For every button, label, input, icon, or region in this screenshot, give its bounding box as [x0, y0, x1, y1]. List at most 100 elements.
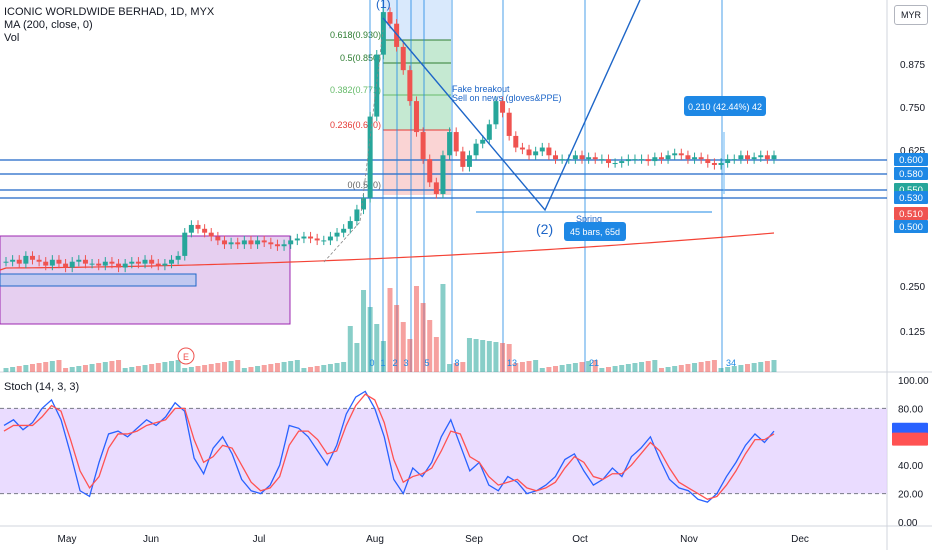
volume-bar [274, 363, 280, 372]
volume-bar [202, 365, 208, 372]
candle-body [215, 236, 221, 241]
candle-body [685, 155, 691, 160]
volume-bar [102, 362, 108, 372]
candle-body [420, 132, 426, 160]
candle-body [274, 244, 280, 247]
stoch-axis-tick: 0.00 [898, 518, 918, 529]
candle-body [49, 259, 55, 266]
candle-body [725, 159, 731, 164]
stoch-band [0, 408, 887, 494]
candle-body [486, 124, 492, 140]
volume-bar [705, 361, 711, 372]
candle-body [155, 263, 161, 266]
volume-bar [241, 368, 247, 372]
volume-bar [294, 360, 300, 372]
volume-bar [56, 360, 62, 372]
volume-bar [764, 361, 770, 372]
volume-bar [16, 366, 22, 372]
candle-body [698, 157, 704, 160]
volume-bar [513, 363, 519, 372]
candle-body [288, 240, 294, 245]
stoch-axis-tick: 20.00 [898, 490, 923, 501]
volume-bar [599, 368, 605, 372]
bars-callout [564, 222, 626, 241]
volume-bar [685, 364, 691, 372]
price-axis-tick: 0.125 [900, 327, 925, 338]
volume-bar [347, 326, 353, 372]
currency-button[interactable]: MYR [894, 5, 928, 25]
volume-bar [162, 362, 168, 372]
time-axis-tick: May [58, 534, 77, 545]
volume-bar [10, 367, 16, 372]
candle-body [579, 155, 585, 160]
candle-body [367, 116, 373, 198]
price-level-tag [894, 167, 928, 180]
candle-body [135, 261, 141, 264]
candle-body [221, 240, 227, 245]
annotation-text: Spring [576, 214, 602, 224]
candle-body [440, 155, 446, 194]
price-level-tag-text: 0.580 [899, 169, 923, 180]
candle-body [36, 259, 42, 262]
candle-body [427, 159, 433, 183]
candle-body [162, 263, 168, 266]
candle-body [513, 135, 519, 148]
candle-body [116, 263, 122, 268]
price-level-tag [894, 220, 928, 233]
volume-bar [658, 368, 664, 372]
volume-bar [771, 360, 777, 372]
volume-bar [553, 366, 559, 372]
candle-body [559, 159, 565, 161]
volume-bar [433, 337, 439, 372]
volume-bar [169, 361, 175, 372]
volume-bar [731, 366, 737, 372]
volume-bar [109, 361, 115, 372]
volume-bar [394, 305, 400, 372]
volume-bar [579, 362, 585, 372]
candle-body [23, 255, 29, 264]
candle-body [645, 159, 651, 162]
candle-body [692, 157, 698, 160]
volume-bar [23, 365, 29, 372]
candle-body [672, 153, 678, 156]
volume-bar [248, 367, 254, 372]
price-level-tag [894, 207, 928, 220]
candle-body [394, 23, 400, 47]
candle-body [96, 263, 102, 266]
time-fib-number: 21 [589, 358, 599, 368]
volume-bar [559, 365, 565, 372]
candle-body [466, 155, 472, 167]
stoch-d-tag [892, 432, 928, 446]
volume-bar [539, 368, 545, 372]
volume-bar [420, 303, 426, 372]
candle-body [678, 153, 684, 156]
time-axis-tick: Jun [143, 534, 159, 545]
candle-body [605, 159, 611, 164]
volume-bar [142, 365, 148, 372]
volume-bar [43, 362, 49, 372]
price-level-tag-text: 0.530 [899, 193, 923, 204]
volume-bar [639, 362, 645, 372]
fib-level-label: 0.236(0.670) [330, 120, 381, 130]
symbol-title: ICONIC WORLDWIDE BERHAD, 1D, MYX [4, 6, 215, 18]
candle-body [480, 139, 486, 144]
volume-bar [175, 360, 181, 372]
candle-body [281, 244, 287, 247]
stoch-axis-tick: 40.00 [898, 461, 923, 472]
candle-body [10, 259, 16, 262]
volume-bar [69, 367, 75, 372]
volume-bar [486, 341, 492, 372]
volume-bar [751, 363, 757, 372]
stoch-axis-tick: 100.00 [898, 376, 929, 387]
volume-bar [116, 360, 122, 372]
price-axis-tick: 0.625 [900, 146, 925, 157]
time-axis-tick: Oct [572, 534, 588, 545]
candle-body [506, 112, 512, 136]
vol-legend: Vol [4, 32, 20, 44]
volume-bar [387, 288, 393, 372]
time-fib-number: 34 [726, 358, 736, 368]
volume-bar [195, 366, 201, 372]
candle-body [29, 255, 35, 260]
volume-bar [367, 307, 373, 372]
